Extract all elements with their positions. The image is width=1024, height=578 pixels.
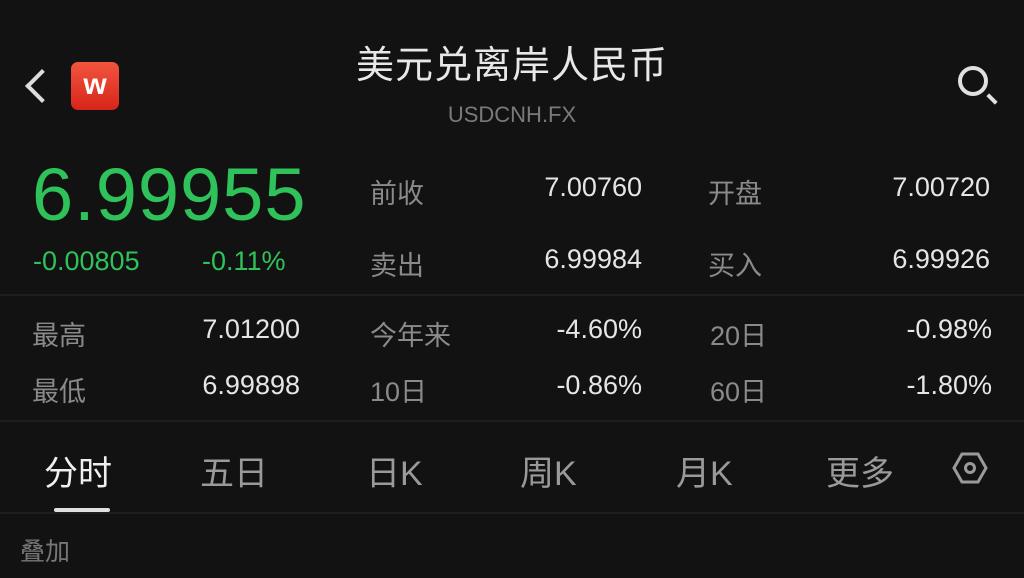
stat-value: 6.99984 [544,244,642,274]
stat-value: 6.99926 [892,244,990,274]
stat-value: 7.01200 [202,314,300,344]
stat-value: 7.00760 [544,172,642,202]
stat-value: 7.00720 [892,172,990,202]
stat-label: 卖出 [370,251,424,281]
symbol-code: USDCNH.FX [447,102,577,127]
tab-daily-k[interactable]: 日K [366,455,423,493]
tab-intraday[interactable]: 分时 [44,455,112,493]
search-icon[interactable] [958,66,988,96]
overlay-button[interactable]: 叠加 [20,538,71,566]
divider [0,294,1024,296]
divider [0,512,1024,514]
page-title: 美元兑离岸人民币 [355,45,668,87]
settings-icon[interactable] [952,450,988,486]
stat-label: 10日 [370,377,428,407]
price-change: -0.00805 [33,246,140,276]
price-change-pct: -0.11% [202,246,286,276]
stat-label: 前收 [370,179,424,209]
stat-label: 今年来 [370,321,451,351]
stat-value: 6.99898 [202,370,300,400]
divider [0,420,1024,422]
app-logo: w [71,62,119,110]
stat-label: 20日 [710,321,768,351]
tab-more[interactable]: 更多 [826,455,894,493]
tab-monthly-k[interactable]: 月K [676,455,733,493]
stat-label: 最高 [32,321,86,351]
active-tab-indicator [54,508,110,512]
current-price: 6.99955 [32,153,307,236]
stat-value: -1.80% [906,370,992,400]
stat-value: -4.60% [556,314,642,344]
stat-value: -0.86% [556,370,642,400]
stat-label: 最低 [32,377,86,407]
stat-value: -0.98% [906,314,992,344]
stat-label: 开盘 [708,179,762,209]
stat-label: 60日 [710,377,768,407]
tab-five-day[interactable]: 五日 [200,455,268,493]
stat-label: 买入 [708,251,762,281]
tab-weekly-k[interactable]: 周K [520,455,577,493]
